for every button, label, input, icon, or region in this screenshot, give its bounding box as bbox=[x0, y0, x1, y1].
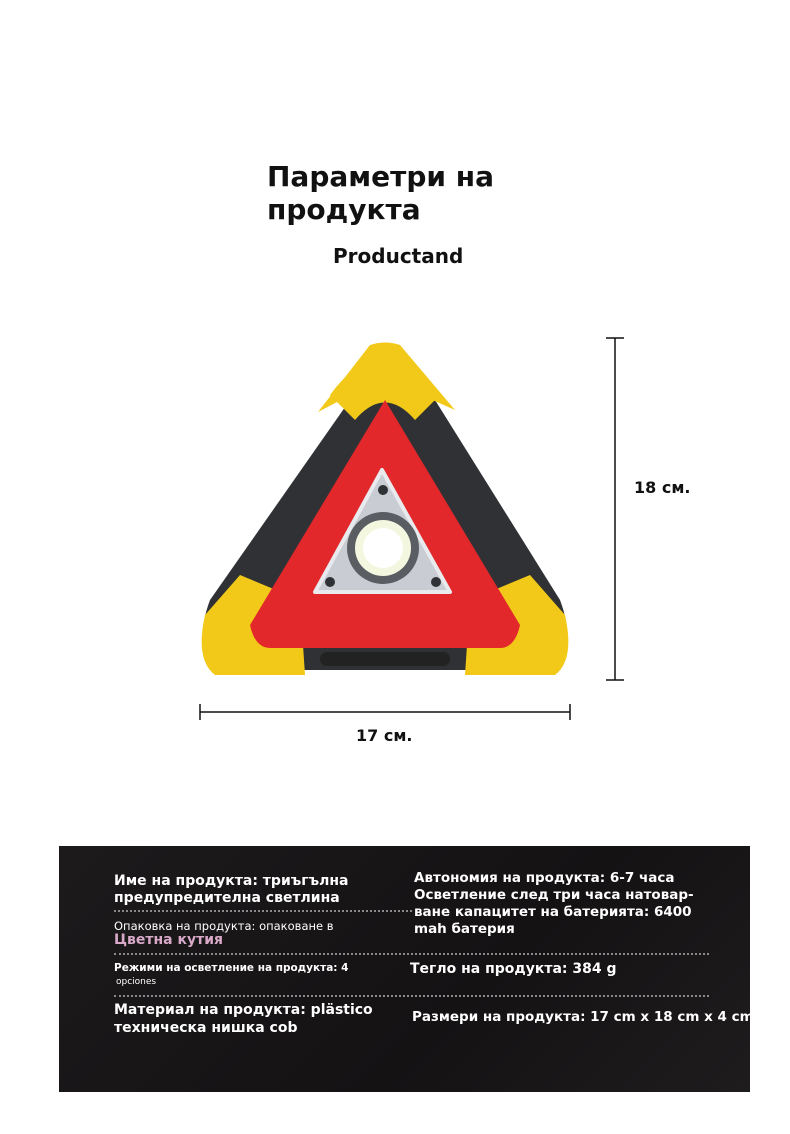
divider bbox=[114, 995, 709, 997]
warning-triangle-light bbox=[201, 342, 569, 675]
spec-autonomy-4: mah батерия bbox=[414, 921, 515, 937]
spec-autonomy-3: ване капацитет на батерията: 6400 bbox=[414, 904, 692, 920]
divider bbox=[114, 910, 412, 912]
spec-packaging-2: Цветна кутия bbox=[114, 932, 223, 948]
spec-autonomy-1: Автономия на продукта: 6-7 часа bbox=[414, 870, 675, 886]
specs-panel: Име на продукта: триъгълна предупредител… bbox=[59, 846, 754, 1092]
spec-weight: Тегло на продукта: 384 g bbox=[410, 961, 617, 977]
spec-name-1: Име на продукта: триъгълна bbox=[114, 873, 349, 889]
spec-name-2: предупредителна светлина bbox=[114, 890, 340, 906]
spec-packaging-1: Опаковка на продукта: опаковане в bbox=[114, 919, 334, 933]
spec-modes-1: Режими на осветление на продукта: 4 bbox=[114, 962, 349, 974]
width-dimension-line bbox=[199, 704, 571, 720]
page-subtitle: Productand bbox=[333, 244, 464, 268]
spec-autonomy-2: Осветление след три часа натовар- bbox=[414, 887, 694, 903]
height-dimension-line bbox=[606, 337, 624, 681]
width-label: 17 см. bbox=[356, 726, 413, 745]
spec-size: Размери на продукта: 17 cm x 18 cm x 4 c… bbox=[412, 1009, 754, 1025]
spec-material-2: техническа нишка cob bbox=[114, 1020, 298, 1036]
height-label: 18 см. bbox=[634, 478, 691, 497]
spec-modes-2: opciones bbox=[116, 977, 157, 987]
page-title: Параметри на продукта bbox=[267, 160, 495, 226]
product-image bbox=[199, 337, 624, 720]
spec-material-1: Материал на продукта: plästico bbox=[114, 1002, 373, 1018]
divider bbox=[114, 953, 709, 955]
